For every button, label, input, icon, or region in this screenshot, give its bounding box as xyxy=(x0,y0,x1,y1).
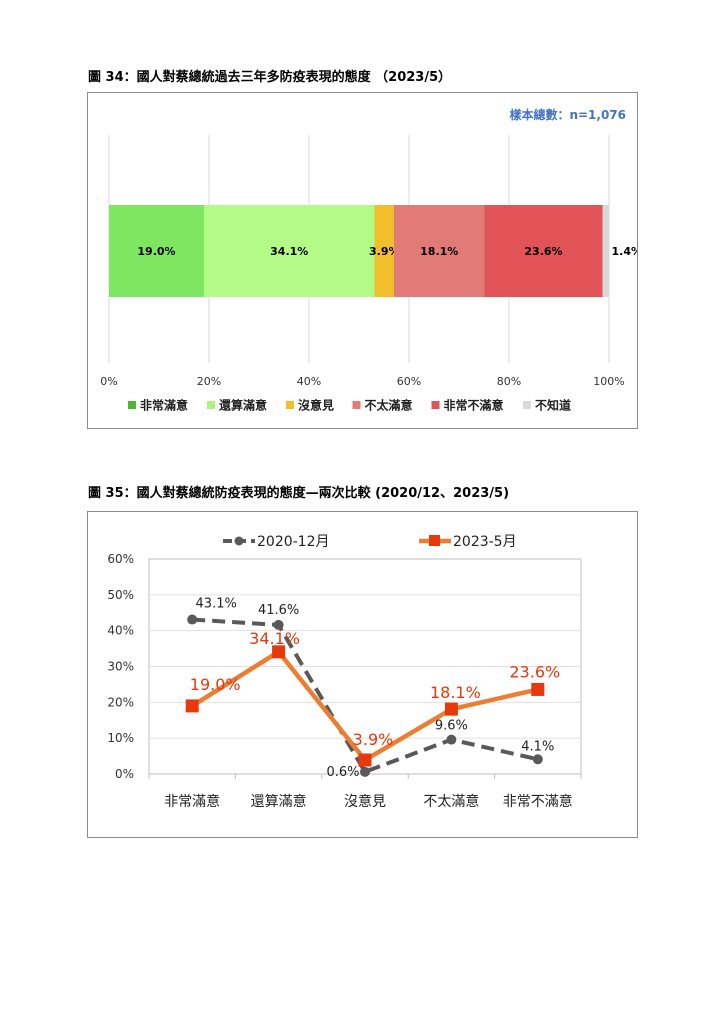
x-category-label: 沒意見 xyxy=(344,793,386,810)
legend-label: 不太滿意 xyxy=(365,398,413,413)
x-category-label: 非常不滿意 xyxy=(503,793,573,810)
series-2020-data-label: 4.1% xyxy=(521,739,554,754)
series-2020-point xyxy=(187,614,198,625)
bar-segment xyxy=(602,205,610,297)
series-2020-point xyxy=(360,766,370,777)
legend-label: 還算滿意 xyxy=(219,398,267,413)
x-tick-label: 20% xyxy=(197,375,221,388)
data-label: 3.9% xyxy=(369,245,400,258)
data-label: 19.0% xyxy=(137,245,175,258)
data-label: 1.4% xyxy=(612,245,638,258)
legend-swatch xyxy=(523,401,531,409)
bar-segment xyxy=(204,205,375,297)
x-tick-label: 40% xyxy=(297,375,321,388)
legend-2020-marker xyxy=(234,536,244,546)
series-2020-data-label: 9.6% xyxy=(435,719,468,734)
legend-2020-label: 2020-12月 xyxy=(257,534,330,550)
x-category-label: 不太滿意 xyxy=(423,793,479,810)
stacked-bar-chart-panel: 樣本總數：n=1,076 0% 20% 40% 60% 80% 100% 19.0% 34.1%… xyxy=(87,92,642,429)
sample-size-note: 樣本總數：n=1,076 xyxy=(509,107,626,122)
series-2023-point xyxy=(272,645,286,659)
legend-2023-label: 2023-5月 xyxy=(453,534,517,550)
figure-34-title: 圖 34：國人對蔡總統過去三年多防疫表現的態度 （2023/5） xyxy=(88,70,452,85)
bar-segment xyxy=(374,205,394,297)
legend-label: 沒意見 xyxy=(298,398,334,413)
x-category-label: 非常滿意 xyxy=(164,793,220,810)
series-2020-data-label: 41.6% xyxy=(258,603,299,618)
y-tick-label: 60% xyxy=(107,552,134,566)
bar-segment xyxy=(484,205,603,297)
series-2020-point xyxy=(273,619,284,630)
y-tick-label: 40% xyxy=(107,624,134,638)
data-label: 23.6% xyxy=(524,245,562,258)
x-tick-label: 0% xyxy=(100,375,117,388)
series-2023-point xyxy=(444,702,458,716)
series-2023-point xyxy=(358,753,372,767)
series-2023-data-label: 34.1% xyxy=(249,629,300,648)
data-label: 18.1% xyxy=(420,245,458,258)
y-tick-label: 20% xyxy=(107,695,134,709)
legend-swatch xyxy=(431,401,440,409)
figure-35-title: 圖 35：國人對蔡總統防疫表現的態度—兩次比較 (2020/12、2023/5) xyxy=(88,486,510,501)
x-tick-label: 100% xyxy=(593,375,624,388)
series-2020-data-label: 0.6% xyxy=(326,765,359,780)
series-2023-point xyxy=(185,699,199,713)
series-2020-point xyxy=(532,754,543,765)
series-2020-point xyxy=(446,734,457,745)
legend-swatch xyxy=(352,401,361,409)
x-category-label: 還算滿意 xyxy=(251,793,307,810)
series-2020-data-label: 43.1% xyxy=(196,597,237,612)
legend-label: 非常不滿意 xyxy=(444,398,504,413)
bar-segment xyxy=(109,205,204,297)
legend-swatch xyxy=(207,401,215,409)
legend-swatch xyxy=(128,401,136,409)
line-chart-panel: 0% 10% 20% 30% 40% 50% 60% 非常滿意 還算滿意 沒意見 不太滿意 非常不滿意… xyxy=(87,511,638,838)
y-tick-label: 0% xyxy=(115,767,134,781)
y-tick-label: 10% xyxy=(107,731,134,745)
data-label: 34.1% xyxy=(270,245,308,258)
legend-label: 非常滿意 xyxy=(140,398,188,413)
x-tick-label: 60% xyxy=(397,375,421,388)
legend-2023-marker xyxy=(429,535,440,546)
y-tick-label: 50% xyxy=(107,588,134,602)
x-tick-label: 80% xyxy=(497,375,521,388)
line-chart: 0% 10% 20% 30% 40% 50% 60% 非常滿意 還算滿意 沒意見 不太滿意 非常不滿意… xyxy=(107,534,582,810)
series-2023-data-label: 23.6% xyxy=(509,662,560,681)
legend-swatch xyxy=(286,401,294,409)
y-tick-label: 30% xyxy=(107,660,134,674)
series-2023-data-label: 18.1% xyxy=(430,683,481,702)
bar-segment xyxy=(394,205,485,297)
stacked-bar-chart: 樣本總數：n=1,076 0% 20% 40% 60% 80% 100% 19.0% 34.1%… xyxy=(100,107,642,413)
series-2023-data-label: 3.9% xyxy=(353,730,394,749)
legend-label: 不知道 xyxy=(535,398,571,413)
series-2023-data-label: 19.0% xyxy=(190,675,241,694)
series-2023-point xyxy=(531,682,545,696)
